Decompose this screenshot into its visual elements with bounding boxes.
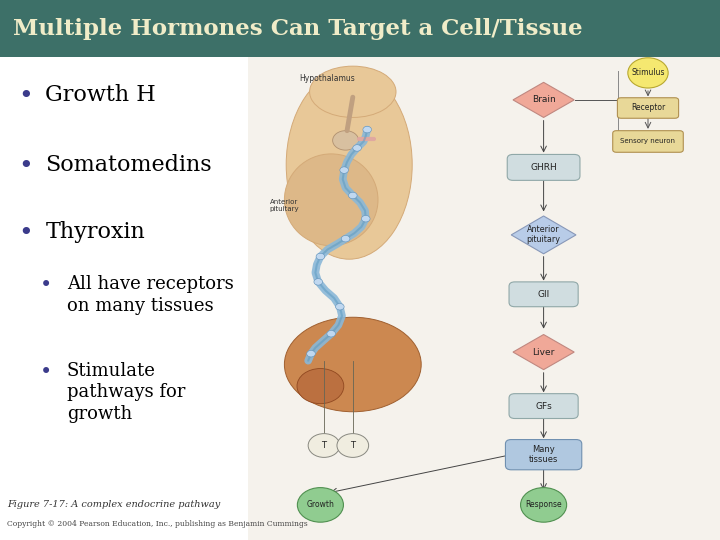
Polygon shape [513,335,575,369]
Text: Growth: Growth [307,501,334,509]
Text: GFs: GFs [535,402,552,410]
Text: Sensory neuron: Sensory neuron [621,138,675,145]
Polygon shape [511,216,576,254]
Circle shape [307,350,315,357]
Text: Receptor: Receptor [631,104,665,112]
Ellipse shape [287,70,412,259]
Polygon shape [513,82,575,117]
FancyBboxPatch shape [613,131,683,152]
FancyBboxPatch shape [507,154,580,180]
FancyBboxPatch shape [505,440,582,470]
Text: Liver: Liver [532,348,555,356]
FancyBboxPatch shape [509,394,578,418]
Text: Stimulus: Stimulus [631,69,665,77]
FancyBboxPatch shape [618,98,679,118]
Circle shape [297,488,343,522]
FancyBboxPatch shape [248,57,720,540]
Circle shape [363,126,372,133]
Text: Figure 7-17: A complex endocrine pathway: Figure 7-17: A complex endocrine pathway [7,500,220,509]
Text: Brain: Brain [532,96,555,104]
Text: T: T [351,441,355,450]
Circle shape [314,279,323,285]
Circle shape [341,235,350,242]
Circle shape [361,215,370,222]
FancyBboxPatch shape [0,0,720,57]
Circle shape [340,167,348,173]
Circle shape [336,303,344,310]
Text: Response: Response [526,501,562,509]
Text: Stimulate
pathways for
growth: Stimulate pathways for growth [67,362,185,423]
Text: Somatomedins: Somatomedins [45,154,212,176]
Text: •: • [40,362,52,382]
Text: •: • [18,221,32,245]
Text: All have receptors
on many tissues: All have receptors on many tissues [67,275,234,315]
Text: T: T [322,441,326,450]
Circle shape [628,58,668,88]
Text: Multiple Hormones Can Target a Cell/Tissue: Multiple Hormones Can Target a Cell/Tiss… [13,18,582,39]
Circle shape [316,253,325,260]
Text: Copyright © 2004 Pearson Education, Inc., publishing as Benjamin Cummings: Copyright © 2004 Pearson Education, Inc.… [7,520,308,528]
Text: Anterior
pituitary: Anterior pituitary [526,225,561,245]
Circle shape [327,330,336,337]
Ellipse shape [284,154,378,246]
Text: •: • [18,154,32,178]
Text: Anterior
pituitary: Anterior pituitary [269,199,300,212]
Text: Growth H: Growth H [45,84,156,106]
Circle shape [308,434,340,457]
Circle shape [337,434,369,457]
Text: Thyroxin: Thyroxin [45,221,145,244]
Text: •: • [40,275,52,295]
Circle shape [333,131,359,150]
Ellipse shape [297,368,344,404]
Circle shape [521,488,567,522]
Circle shape [348,192,357,199]
Ellipse shape [310,66,396,118]
Text: GII: GII [537,290,550,299]
Text: Hypothalamus: Hypothalamus [300,74,356,83]
FancyBboxPatch shape [509,282,578,307]
Circle shape [353,145,361,151]
Ellipse shape [284,317,421,411]
Text: Many
tissues: Many tissues [529,445,558,464]
Text: •: • [18,84,32,107]
Text: GHRH: GHRH [530,163,557,172]
